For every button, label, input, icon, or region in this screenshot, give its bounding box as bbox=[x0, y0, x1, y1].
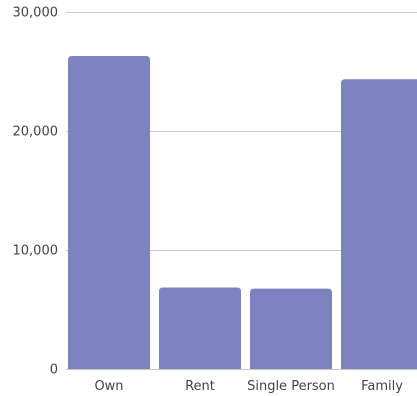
x-tick-label: Rent bbox=[185, 379, 215, 394]
bar-own bbox=[68, 56, 150, 369]
bar-family bbox=[341, 79, 417, 369]
y-tick-label: 20,000 bbox=[13, 125, 59, 140]
x-axis-ticks: Own Rent Single Person Family bbox=[94, 379, 403, 394]
y-tick-label: 10,000 bbox=[13, 244, 59, 259]
x-tick-label: Family bbox=[361, 379, 403, 394]
x-tick-label: Single Person bbox=[247, 379, 335, 394]
y-tick-label: 0 bbox=[50, 363, 58, 378]
x-tick-label: Own bbox=[94, 379, 123, 394]
y-tick-label: 30,000 bbox=[13, 6, 59, 21]
bar-single-person bbox=[250, 288, 332, 369]
bars bbox=[68, 56, 417, 369]
bar-rent bbox=[159, 287, 241, 369]
y-axis-ticks: 0 10,000 20,000 30,000 bbox=[13, 6, 59, 378]
